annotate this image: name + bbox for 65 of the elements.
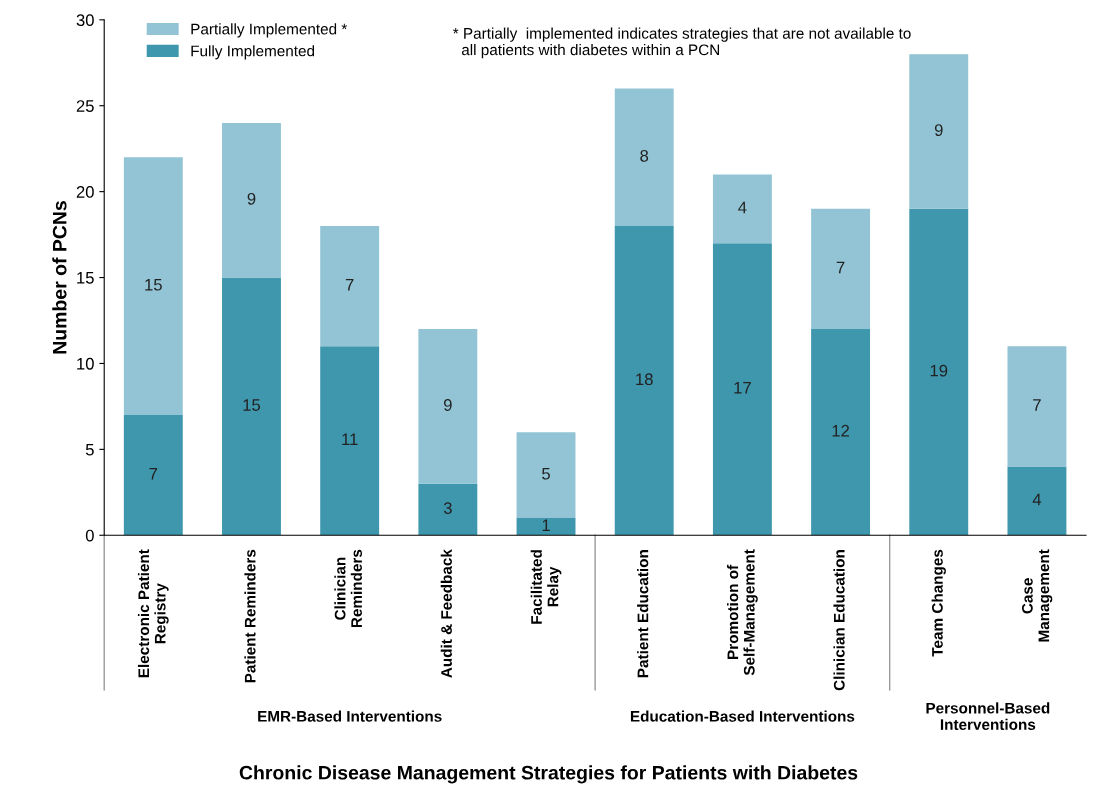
x-tick-label: Patient Education [637, 550, 649, 678]
y-tick-label: 30 [76, 14, 94, 27]
x-tick-label: Clinician Education [833, 550, 845, 691]
bar [614, 226, 674, 536]
x-tick-label: Case Management [1021, 549, 1053, 642]
bar [123, 415, 183, 536]
y-tick-label: 10 [77, 357, 94, 370]
bar [222, 122, 281, 278]
data-label: 8 [640, 149, 649, 162]
bar [418, 329, 478, 484]
bar [614, 88, 674, 226]
bar [320, 346, 380, 536]
x-tick-label: Team Changes [931, 549, 946, 657]
bar [123, 157, 183, 415]
y-tick-label: 15 [77, 272, 94, 284]
data-label: 9 [444, 399, 452, 411]
data-label: 18 [636, 373, 653, 386]
bar [909, 54, 969, 209]
bar [516, 518, 576, 536]
bar [418, 483, 478, 536]
data-label: 7 [149, 467, 158, 480]
y-tick-label: 5 [85, 443, 94, 456]
legend-label: Partially Implemented * [191, 23, 348, 38]
bar [1007, 466, 1067, 536]
data-label: 15 [243, 399, 261, 411]
bar [320, 226, 380, 347]
data-label: 9 [247, 192, 256, 205]
data-label: 5 [542, 467, 550, 480]
text: EMR-Based Interventions [258, 710, 442, 722]
data-label: 11 [342, 433, 358, 446]
bar [811, 329, 871, 536]
y-tick-label: 0 [85, 529, 94, 542]
data-label: 4 [1032, 493, 1042, 506]
data-label: 1 [542, 519, 550, 531]
legend-label: Fully Implemented [191, 45, 315, 60]
data-label: 7 [345, 278, 354, 291]
bar [516, 432, 576, 519]
y-axis-title: Number of PCNs [52, 201, 67, 354]
bar [811, 208, 871, 330]
bar [222, 277, 281, 536]
bar [712, 174, 772, 244]
x-axis-title: Chronic Disease Management Strategies for Patients with Diabetes [239, 765, 858, 784]
bar [1007, 346, 1067, 467]
x-tick-label: Electronic Patient Registry [137, 549, 169, 678]
bar [909, 208, 969, 536]
x-tick-label: Promotion of Self-Management [727, 549, 758, 676]
text: Personnel-Based Interventions [926, 702, 1050, 730]
bar [712, 243, 772, 536]
data-label: 7 [836, 261, 845, 274]
x-tick-label: Clinician Reminders [334, 549, 362, 628]
y-tick-label: 20 [76, 186, 94, 198]
annotation: * Partially implemented indicates strategies that are not available to all patients with diabetes within a PCN [453, 27, 911, 59]
data-label: 17 [734, 382, 751, 394]
data-label: 9 [934, 124, 943, 136]
data-label: 3 [443, 502, 452, 514]
data-label: 19 [930, 364, 948, 377]
x-tick-label: Patient Reminders [244, 549, 256, 683]
y-tick-label: 25 [76, 100, 94, 112]
x-tick-label: Audit & Feedback [440, 549, 452, 678]
data-label: 12 [832, 424, 850, 437]
x-tick-label: Facilitated Relay [530, 550, 562, 624]
text: Education-Based Interventions [630, 710, 855, 722]
data-label: 15 [145, 278, 162, 291]
data-label: 4 [738, 201, 747, 214]
data-label: 7 [1033, 399, 1041, 411]
